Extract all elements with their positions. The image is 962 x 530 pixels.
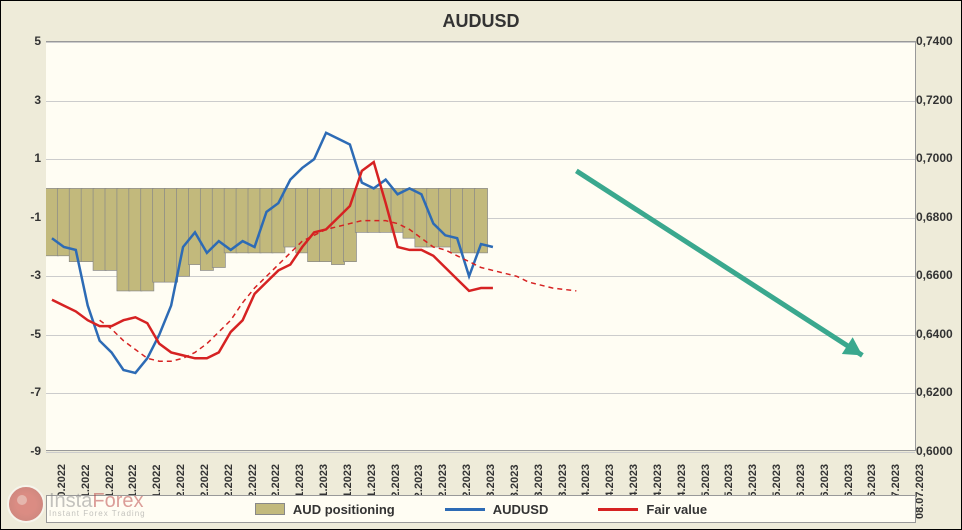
y-left-tick-label: 5 [13, 34, 41, 48]
legend-swatch-bar [255, 503, 285, 515]
legend-item-fairvalue: Fair value [598, 502, 707, 517]
trend-arrow-line [576, 171, 862, 356]
y-right-tick-label: 0,6400 [916, 327, 956, 341]
legend-item-audusd: AUDUSD [445, 502, 549, 517]
bar [451, 188, 464, 252]
bar [439, 188, 452, 247]
gridline [46, 452, 915, 453]
bar [379, 188, 392, 232]
chart-title: AUDUSD [1, 11, 961, 32]
legend-swatch-blue [445, 508, 485, 511]
bar [81, 188, 94, 261]
legend-label-audusd: AUDUSD [493, 502, 549, 517]
bar [212, 188, 225, 267]
bar [153, 188, 166, 282]
bar [165, 188, 178, 282]
bar [272, 188, 285, 252]
bar [403, 188, 416, 238]
bar [367, 188, 380, 232]
y-left-tick-label: 3 [13, 93, 41, 107]
bar [177, 188, 190, 276]
y-right-tick-label: 0,7200 [916, 93, 956, 107]
bar [224, 188, 237, 252]
bar [343, 188, 356, 261]
legend-label-bars: AUD positioning [293, 502, 395, 517]
chart-container: AUDUSD 5 3 1 -1 -3 -5 -7 -9 0,7400 0,7200 0,7000 0… [0, 0, 962, 530]
y-left-tick-label: -1 [13, 210, 41, 224]
bar [117, 188, 130, 291]
chart-svg [46, 42, 916, 452]
watermark-logo-icon [7, 485, 45, 523]
y-left-tick-label: -7 [13, 385, 41, 399]
y-right-tick-label: 0,6000 [916, 444, 956, 458]
y-left-tick-label: -5 [13, 327, 41, 341]
y-left-tick-label: -9 [13, 444, 41, 458]
y-right-tick-label: 0,6600 [916, 268, 956, 282]
y-right-tick-label: 0,6200 [916, 385, 956, 399]
watermark-tagline: Instant Forex Trading [49, 509, 146, 518]
bar [200, 188, 213, 270]
bar [308, 188, 321, 261]
y-right-tick-label: 0,7000 [916, 151, 956, 165]
bar [331, 188, 344, 264]
bar [463, 188, 476, 252]
bar [129, 188, 142, 291]
bar [93, 188, 106, 270]
y-left-tick-label: -3 [13, 268, 41, 282]
bar [46, 188, 59, 255]
bar [188, 188, 201, 264]
bar [141, 188, 154, 291]
legend-label-fairvalue: Fair value [646, 502, 707, 517]
bar [105, 188, 118, 270]
legend-item-bars: AUD positioning [255, 502, 395, 517]
watermark-text: InstaForex Instant Forex Trading [49, 490, 146, 518]
bar [284, 188, 297, 247]
bar [260, 188, 273, 252]
watermark: InstaForex Instant Forex Trading [7, 485, 146, 523]
y-left-tick-label: 1 [13, 151, 41, 165]
bar [355, 188, 368, 232]
legend-swatch-red [598, 508, 638, 511]
legend: AUD positioning AUDUSD Fair value [46, 495, 916, 523]
y-right-tick-label: 0,7400 [916, 34, 956, 48]
y-right-tick-label: 0,6800 [916, 210, 956, 224]
plot-area [46, 41, 916, 451]
bar [427, 188, 440, 247]
